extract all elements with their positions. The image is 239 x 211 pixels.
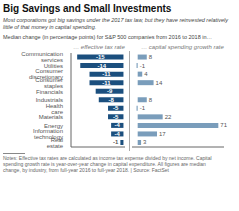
svg-text:-11: -11 xyxy=(102,80,111,86)
svg-text:-8: -8 xyxy=(108,97,114,103)
svg-text:Realestate: Realestate xyxy=(47,137,64,149)
svg-text:-4: -4 xyxy=(115,122,121,128)
svg-text:-9: -9 xyxy=(107,88,113,94)
svg-text:17: 17 xyxy=(159,131,166,137)
svg-text:8: 8 xyxy=(149,54,153,60)
svg-text:3: 3 xyxy=(143,139,147,145)
svg-text:-15: -15 xyxy=(96,54,105,60)
svg-text:4: 4 xyxy=(144,71,148,77)
svg-text:-1: -1 xyxy=(140,105,146,111)
svg-text:14: 14 xyxy=(156,80,163,86)
svg-text:Healthcare: Healthcare xyxy=(46,103,64,115)
svg-text:Consumerstaples: Consumerstaples xyxy=(35,77,63,89)
svg-text:Communicationservices: Communicationservices xyxy=(21,51,63,63)
svg-text:-4: -4 xyxy=(115,131,121,137)
svg-text:-1: -1 xyxy=(140,63,146,69)
svg-text:22: 22 xyxy=(165,114,172,120)
svg-text:-5: -5 xyxy=(113,114,119,120)
svg-text:8: 8 xyxy=(149,97,153,103)
svg-text:Financials: Financials xyxy=(36,89,63,95)
svg-text:-11: -11 xyxy=(102,71,111,77)
svg-text:-14: -14 xyxy=(98,63,107,69)
svg-text:71: 71 xyxy=(220,122,227,128)
svg-text:Materials: Materials xyxy=(39,114,63,120)
svg-text:-1: -1 xyxy=(113,139,119,145)
svg-text:-5: -5 xyxy=(113,105,119,111)
